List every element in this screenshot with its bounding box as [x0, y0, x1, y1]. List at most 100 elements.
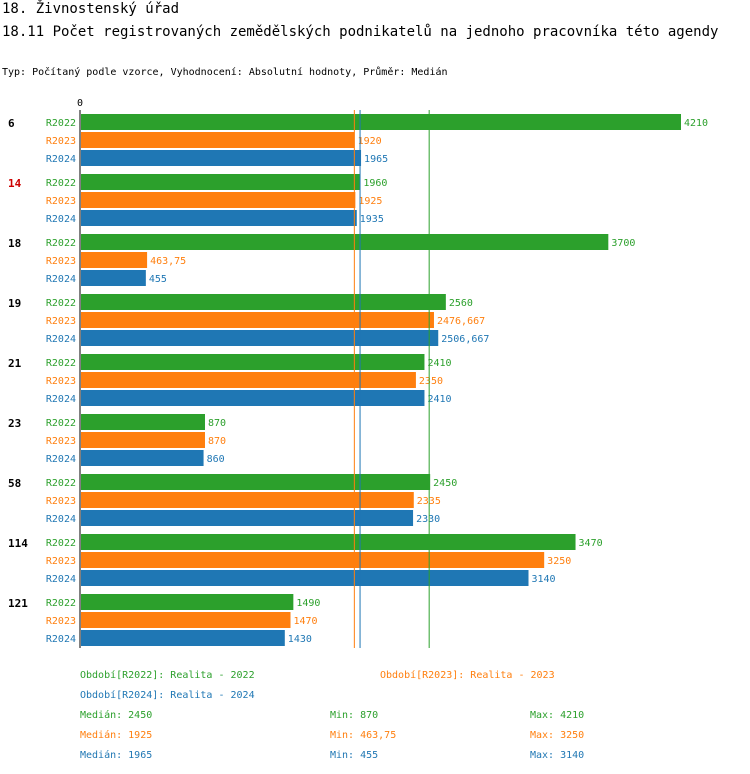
bar-r2024	[81, 510, 414, 526]
category-label: 18	[8, 237, 21, 250]
data-label-r2022: 2450	[433, 478, 457, 489]
bar-r2024	[81, 630, 285, 646]
legend-period-r2022: Období[R2022]: Realita - 2022	[80, 670, 255, 681]
series-label-r2023: R2023	[46, 496, 76, 507]
category-label: 14	[8, 177, 22, 190]
data-label-r2024: 1430	[288, 634, 312, 645]
data-label-r2022: 4210	[684, 118, 708, 129]
data-label-r2024: 1935	[360, 214, 384, 225]
series-label-r2024: R2024	[46, 514, 76, 525]
bar-r2023	[81, 252, 148, 268]
series-label-r2024: R2024	[46, 154, 76, 165]
chart-title: 18.11 Počet registrovaných zemědělských …	[2, 24, 719, 40]
x-axis-tick-label: 0	[77, 98, 83, 109]
bar-r2022	[81, 474, 431, 490]
stat-median-r2024: Medián: 1965	[80, 750, 153, 761]
data-label-r2024: 860	[207, 454, 225, 465]
series-label-r2024: R2024	[46, 274, 76, 285]
bar-r2022	[81, 354, 425, 370]
legend-period-r2024: Období[R2024]: Realita - 2024	[80, 690, 255, 701]
bar-r2022	[81, 174, 361, 190]
bar-r2022	[81, 594, 294, 610]
series-label-r2023: R2023	[46, 436, 76, 447]
bar-r2022	[81, 294, 446, 310]
series-label-r2024: R2024	[46, 574, 76, 585]
series-label-r2022: R2022	[46, 538, 76, 549]
data-label-r2022: 3470	[579, 538, 603, 549]
legend-period-r2023: Období[R2023]: Realita - 2023	[380, 670, 555, 681]
data-label-r2022: 870	[208, 418, 226, 429]
data-label-r2022: 1490	[296, 598, 320, 609]
stat-min-r2024: Min: 455	[330, 750, 379, 761]
bar-r2023	[81, 612, 291, 628]
category-label: 6	[8, 117, 15, 130]
series-label-r2023: R2023	[46, 256, 76, 267]
bar-r2024	[81, 210, 357, 226]
series-label-r2022: R2022	[46, 118, 76, 129]
series-label-r2023: R2023	[46, 376, 76, 387]
data-label-r2022: 2410	[427, 358, 451, 369]
page-title: 18. Živnostenský úřad	[2, 1, 180, 17]
series-label-r2023: R2023	[46, 316, 76, 327]
series-label-r2023: R2023	[46, 556, 76, 567]
bar-r2024	[81, 570, 529, 586]
category-label: 23	[8, 417, 21, 430]
category-label: 121	[8, 597, 28, 610]
stat-max-r2023: Max: 3250	[530, 730, 585, 741]
category-label: 21	[8, 357, 22, 370]
data-label-r2023: 463,75	[150, 256, 186, 267]
category-label: 19	[8, 297, 21, 310]
bar-r2024	[81, 270, 146, 286]
category-label: 58	[8, 477, 21, 490]
data-label-r2023: 3250	[547, 556, 571, 567]
data-label-r2023: 1920	[358, 136, 382, 147]
bar-r2023	[81, 432, 205, 448]
series-label-r2023: R2023	[46, 616, 76, 627]
bar-r2023	[81, 312, 434, 328]
bar-r2023	[81, 132, 355, 148]
series-label-r2022: R2022	[46, 598, 76, 609]
data-label-r2022: 3700	[611, 238, 635, 249]
series-label-r2022: R2022	[46, 238, 76, 249]
data-label-r2023: 2350	[419, 376, 443, 387]
data-label-r2024: 2506,667	[441, 334, 489, 345]
series-label-r2024: R2024	[46, 394, 76, 405]
bar-r2022	[81, 234, 609, 250]
bar-r2024	[81, 390, 425, 406]
bar-r2023	[81, 492, 414, 508]
data-label-r2022: 2560	[449, 298, 473, 309]
data-label-r2024: 1965	[364, 154, 388, 165]
series-label-r2022: R2022	[46, 478, 76, 489]
series-label-r2022: R2022	[46, 298, 76, 309]
series-label-r2024: R2024	[46, 214, 76, 225]
bar-r2023	[81, 372, 416, 388]
series-label-r2022: R2022	[46, 178, 76, 189]
stat-median-r2022: Medián: 2450	[80, 710, 153, 721]
series-label-r2024: R2024	[46, 334, 76, 345]
data-label-r2022: 1960	[363, 178, 387, 189]
data-label-r2024: 455	[149, 274, 167, 285]
stat-min-r2022: Min: 870	[330, 710, 379, 721]
data-label-r2024: 2410	[427, 394, 451, 405]
bar-r2023	[81, 192, 356, 208]
data-label-r2024: 3140	[532, 574, 556, 585]
bar-r2024	[81, 330, 439, 346]
series-label-r2023: R2023	[46, 136, 76, 147]
data-label-r2023: 1470	[294, 616, 318, 627]
series-label-r2022: R2022	[46, 358, 76, 369]
data-label-r2023: 1925	[358, 196, 382, 207]
data-label-r2023: 870	[208, 436, 226, 447]
data-label-r2024: 2330	[416, 514, 440, 525]
stat-max-r2022: Max: 4210	[530, 710, 585, 721]
bar-r2022	[81, 414, 205, 430]
stat-min-r2023: Min: 463,75	[330, 730, 397, 741]
series-label-r2022: R2022	[46, 418, 76, 429]
bar-r2022	[81, 114, 681, 130]
bar-r2022	[81, 534, 576, 550]
category-label: 114	[8, 537, 28, 550]
stat-median-r2023: Medián: 1925	[80, 730, 153, 741]
chart-type-info: Typ: Počítaný podle vzorce, Vyhodnocení:…	[2, 67, 448, 78]
series-label-r2023: R2023	[46, 196, 76, 207]
series-label-r2024: R2024	[46, 454, 76, 465]
